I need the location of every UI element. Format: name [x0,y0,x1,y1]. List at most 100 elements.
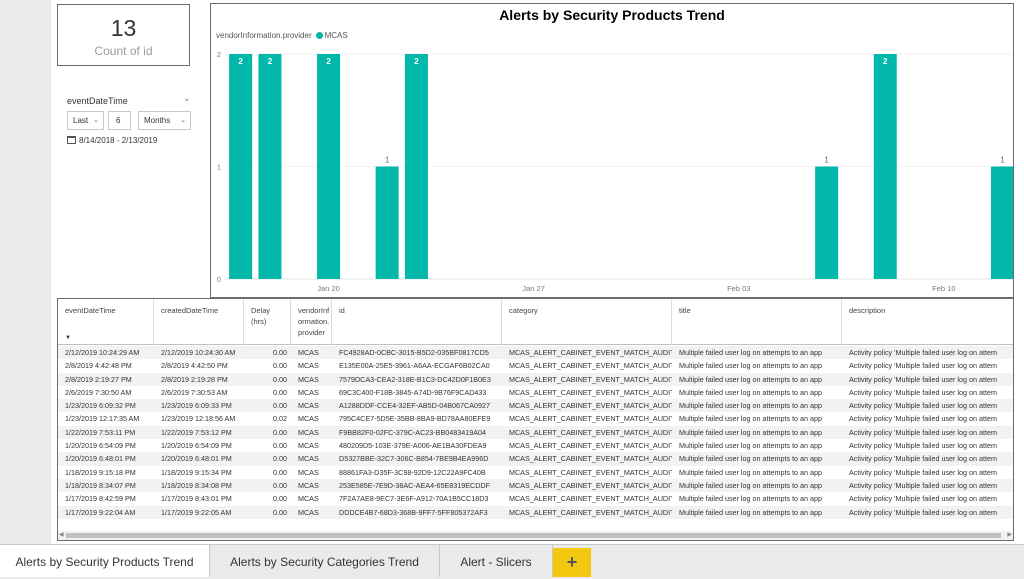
legend-item[interactable]: MCAS [324,31,348,40]
x-tick-label: Feb 03 [727,284,750,293]
table-cell: Activity policy 'Multiple failed user lo… [849,507,997,517]
table-cell: Activity policy 'Multiple failed user lo… [849,427,997,437]
table-row[interactable]: 1/23/2019 12:17:35 AM 1/23/2019 12:18:56 … [58,412,1013,425]
chevron-down-icon[interactable]: ⌄ [183,93,191,103]
table-row[interactable]: 1/20/2019 6:54:09 PM 1/20/2019 6:54:09 PM… [58,439,1013,452]
chart-bar[interactable] [815,166,839,280]
column-header[interactable]: Delay (hrs) [244,299,291,345]
table-cell: 480209D5-103E-379E-A006-AE1BA30FDEA9 [339,441,487,451]
table-cell: Multiple failed user log on attempts to … [679,480,823,490]
count-card[interactable]: 13 Count of id [57,4,190,66]
trend-chart[interactable]: Alerts by Security Products Trend vendor… [210,3,1014,298]
column-header[interactable]: description [849,306,886,315]
table-row[interactable]: 1/23/2019 6:09:32 PM 1/23/2019 6:09:33 PM… [58,399,1013,413]
date-range-text: 8/14/2018 - 2/13/2019 [79,136,158,145]
table-cell: MCAS_ALERT_CABINET_EVENT_MATCH_AUDIT [509,387,672,397]
chart-bar[interactable] [873,54,897,279]
report-canvas: 13 Count of id eventDateTime ⌄ Last ⌄ 6 … [51,0,1024,544]
table-row[interactable]: 1/17/2019 9:22:04 AM 1/17/2019 9:22:05 AM… [58,505,1013,519]
table-cell: Activity policy 'Multiple failed user lo… [849,494,997,504]
table-cell: MCAS_ALERT_CABINET_EVENT_MATCH_AUDIT [509,401,672,411]
chart-bar[interactable] [404,54,428,279]
table-row[interactable]: 2/6/2019 7:30:50 AM 2/6/2019 7:30:53 AM 0.… [58,386,1013,399]
table-cell: 2/8/2019 2:19:27 PM [65,374,132,384]
page-tabs: Alerts by Security Products Trend Alerts… [0,544,1024,577]
column-header[interactable]: title [672,299,842,345]
table-cell: Multiple failed user log on attempts to … [679,494,823,504]
table-cell: 1/17/2019 8:43:01 PM [161,494,232,504]
date-range: 8/14/2018 - 2/13/2019 [67,136,157,145]
table-cell: 2/12/2019 10:24:30 AM [161,348,236,357]
table-cell: MCAS_ALERT_CABINET_EVENT_MATCH_AUDIT [509,414,672,424]
legend-marker [315,32,323,39]
chart-bar[interactable] [229,54,253,279]
table-cell: Activity policy 'Multiple failed user lo… [849,387,997,397]
table-cell: 795C4CE7-5D5E-35BB-8BA9-BD78AA80EFE9 [339,414,491,424]
y-tick-label: 2 [217,52,221,59]
chart-bar[interactable] [990,166,1013,280]
table-cell: 0.00 [273,401,287,411]
slicer-title: eventDateTime [67,96,128,106]
table-cell: 7579DCA3-CEA2-318E-B1C3-DC42D0F1B0E3 [339,374,491,384]
table-cell: 0.00 [273,480,287,490]
chart-bar[interactable] [258,54,282,279]
scroll-right-icon[interactable]: ▶ [1007,532,1012,538]
table-cell: 1/17/2019 9:22:04 AM [65,507,136,517]
table-cell: Activity policy 'Multiple failed user lo… [849,348,997,357]
chart-bar[interactable] [317,54,341,279]
table-cell: MCAS_ALERT_CABINET_EVENT_MATCH_AUDIT [509,467,672,477]
chart-plot: 0 1 2 2 2 2 1 2 1 2 1 Jan 20 Jan 27 Feb 03 Feb 10 [217,52,1013,293]
x-tick-label: Jan 27 [522,284,545,293]
column-header[interactable]: id [332,299,502,345]
bar-data-label: 2 [414,57,419,66]
column-header[interactable]: vendorInf ormation. provider [291,299,332,345]
table-cell: 1/23/2019 12:17:35 AM [65,414,140,424]
tab-alert-slicers[interactable]: Alert - Slicers [440,545,553,577]
table-cell: MCAS [298,454,319,464]
scroll-left-icon[interactable]: ◀ [59,532,64,538]
relative-period-select[interactable]: Last ⌄ [67,111,104,130]
add-page-button[interactable]: + [553,548,591,577]
table-cell: 0.00 [273,467,287,477]
table-cell: MCAS_ALERT_CABINET_EVENT_MATCH_AUDIT [509,348,672,357]
bar-data-label: 2 [883,57,888,66]
table-row[interactable]: 1/18/2019 8:34:07 PM 1/18/2019 8:34:08 PM… [58,478,1013,493]
alerts-table[interactable]: eventDateTime ▼ createdDateTime Delay (h… [57,298,1014,541]
table-cell: 1/23/2019 12:18:56 AM [161,414,236,424]
table-row[interactable]: 2/8/2019 4:42:48 PM 2/8/2019 4:42:50 PM 0.… [58,359,1013,372]
table-row[interactable]: 1/18/2019 9:15:18 PM 1/18/2019 9:15:34 PM… [58,466,1013,479]
sort-descending-icon[interactable]: ▼ [65,335,71,341]
horizontal-scrollbar[interactable]: ◀ ▶ [58,531,1013,540]
table-row[interactable]: 1/22/2019 7:53:11 PM 1/22/2019 7:53:12 PM… [58,425,1013,440]
chart-bar[interactable] [375,166,399,280]
table-cell: 2/12/2019 10:24:29 AM [65,348,140,357]
period-count-input[interactable]: 6 [108,111,131,130]
table-cell: 2/8/2019 2:19:28 PM [161,374,228,384]
table-cell: MCAS [298,467,319,477]
table-cell: 1/23/2019 6:09:33 PM [161,401,232,411]
table-cell: Multiple failed user log on attempts to … [679,507,823,517]
table-cell: 0.00 [273,441,287,451]
table-cell: 0.00 [273,361,287,371]
table-cell: 0.00 [273,454,287,464]
tab-security-categories[interactable]: Alerts by Security Categories Trend [210,545,440,577]
table-cell: FC4928AD-0CBC-3015-B5D2-035BF0817CD5 [339,348,489,357]
table-cell: A1288DDF-CCE4-32EF-AB5D-04B067CA0927 [339,401,491,411]
table-cell: 0.00 [273,507,287,517]
table-row[interactable]: 2/8/2019 2:19:27 PM 2/8/2019 2:19:28 PM 0.… [58,372,1013,386]
column-header[interactable]: createdDateTime [154,299,244,345]
table-row[interactable]: 1/17/2019 8:42:59 PM 1/17/2019 8:43:01 PM… [58,492,1013,505]
tab-security-products[interactable]: Alerts by Security Products Trend [0,545,210,577]
column-header[interactable]: eventDateTime [58,299,154,345]
table-cell: MCAS_ALERT_CABINET_EVENT_MATCH_AUDIT [509,427,672,437]
table-cell: 69C3C400-F18B-3845-A74D-9B76F9CAD433 [339,387,487,397]
column-header[interactable]: category [502,299,672,345]
period-unit-select[interactable]: Months ⌄ [138,111,191,130]
table-row[interactable]: 2/12/2019 10:24:29 AM 2/12/2019 10:24:30 … [58,346,1013,360]
table-cell: 1/20/2019 6:48:01 PM [65,454,136,464]
table-row[interactable]: 1/20/2019 6:48:01 PM 1/20/2019 6:48:01 PM… [58,452,1013,466]
table-cell: E135E00A-25E5-3961-A6AA-ECGAF6B02CA0 [339,361,490,371]
scroll-thumb[interactable] [66,533,1001,538]
table-cell: Multiple failed user log on attempts to … [679,427,823,437]
period-unit-value: Months [144,116,171,125]
